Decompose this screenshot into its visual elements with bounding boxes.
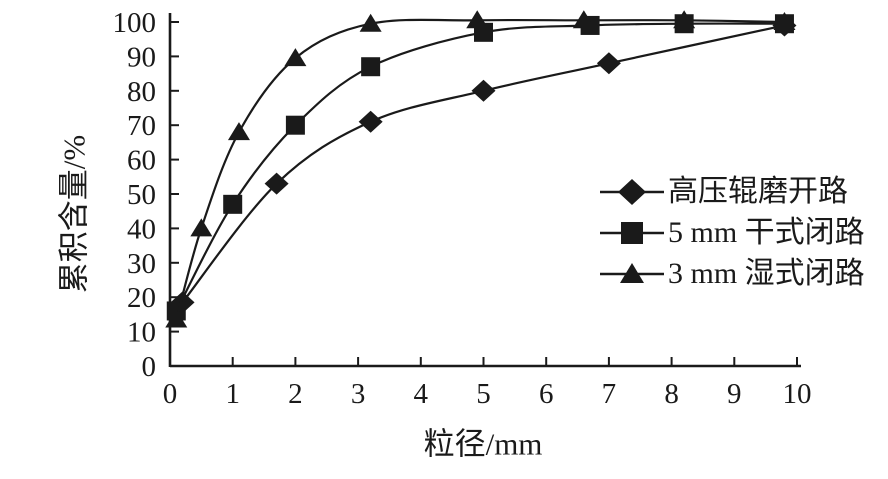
x-tick-label: 10 [783, 378, 812, 410]
x-tick-label: 1 [225, 378, 240, 410]
diamond-marker [264, 172, 289, 195]
triangle-marker [773, 12, 796, 30]
x-tick-label: 7 [602, 378, 617, 410]
legend: 高压辊磨开路 5 mm 干式闭路 3 mm 湿式闭路 [599, 171, 865, 294]
y-tick-label: 20 [127, 282, 156, 314]
diamond-marker-icon [600, 178, 664, 205]
legend-label-5mm-dry-closed-circuit: 5 mm 干式闭路 [668, 215, 865, 249]
diamond-marker [596, 52, 621, 75]
square-marker-icon [600, 221, 664, 244]
y-tick-label: 90 [127, 41, 156, 73]
x-tick-label: 0 [163, 378, 178, 410]
triangle-marker [673, 10, 696, 29]
triangle-marker [572, 10, 595, 29]
y-tick-label: 50 [127, 179, 156, 211]
y-tick-label: 0 [142, 351, 157, 383]
triangle-marker [466, 10, 489, 29]
triangle-marker-icon [600, 262, 664, 283]
triangle-marker [165, 309, 188, 328]
legend-label-hpgr-open-circuit: 高压辊磨开路 [668, 174, 848, 208]
y-tick-label: 70 [127, 110, 156, 142]
square-marker [361, 57, 381, 77]
y-tick-label: 10 [127, 317, 156, 349]
diamond-marker [358, 110, 383, 133]
triangle-marker [359, 13, 382, 32]
x-tick-label: 4 [414, 378, 429, 410]
square-marker [285, 115, 305, 135]
triangle-marker [284, 48, 307, 67]
triangle-marker [190, 218, 213, 237]
y-tick-label: 40 [127, 213, 156, 245]
x-tick-label: 9 [727, 378, 742, 410]
legend-item-hpgr-open-circuit: 高压辊磨开路 [599, 171, 865, 212]
x-tick-label: 5 [476, 378, 491, 410]
x-axis-title: 粒径/mm [423, 426, 543, 462]
x-tick-label: 8 [664, 378, 679, 410]
y-tick-label: 80 [127, 76, 156, 108]
legend-item-3mm-wet-closed-circuit: 3 mm 湿式闭路 [599, 253, 865, 294]
legend-label-3mm-wet-closed-circuit: 3 mm 湿式闭路 [668, 256, 865, 290]
y-tick-label: 60 [127, 145, 156, 177]
square-marker [223, 194, 243, 214]
legend-item-5mm-dry-closed-circuit: 5 mm 干式闭路 [599, 212, 865, 253]
x-tick-label: 6 [539, 378, 554, 410]
x-tick-label: 3 [351, 378, 366, 410]
y-tick-label: 100 [113, 7, 157, 39]
series-line-0 [181, 24, 785, 304]
y-axis-title: 累积含量/% [56, 134, 92, 294]
y-tick-label: 30 [127, 248, 156, 280]
x-tick-label: 2 [288, 378, 303, 410]
triangle-marker [227, 122, 250, 141]
diamond-marker [471, 79, 496, 102]
